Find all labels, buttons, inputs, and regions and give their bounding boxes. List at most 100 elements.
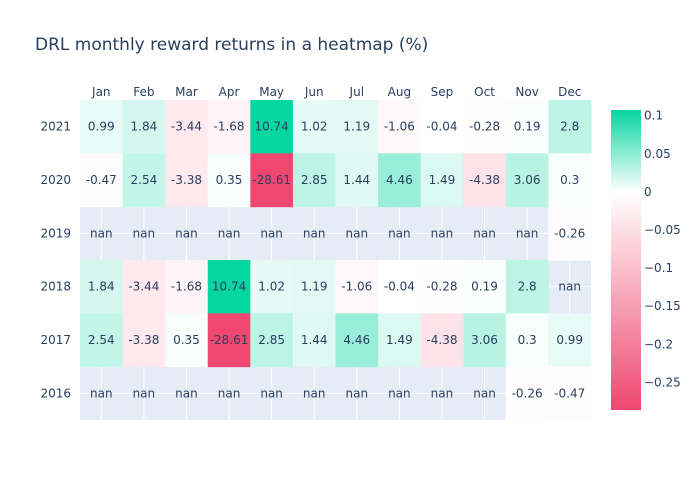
cell-value-label: 0.3 [518,333,537,347]
x-tick-label: Jun [304,85,324,99]
cell-value-label: nan [218,386,241,400]
heatmap-cell [165,260,209,314]
heatmap-cell [420,100,464,154]
heatmap-cell [335,100,379,154]
cell-value-label: -0.26 [512,386,543,400]
cell-value-label: nan [303,386,326,400]
y-axis: 2021 2020 2019 2018 2017 2016 [40,120,71,401]
cell-value-label: 2.85 [301,173,328,187]
x-axis: Jan Feb Mar Apr May Jun Jul Aug Sep Oct Nov Dec [91,85,581,99]
x-tick-label: Oct [474,85,495,99]
x-tick-label: Feb [133,85,154,99]
heatmap-cell [378,313,422,368]
cell-value-label: -1.68 [171,280,202,294]
heatmap-cell [548,206,592,261]
colorbar-tick-label: 0.1 [644,109,663,123]
colorbar-gradient [611,110,641,410]
cell-value-label: nan [558,280,581,294]
colorbar-tick-label: −0.25 [644,375,681,389]
heatmap-cell [463,260,507,314]
cell-value-label: 2.8 [518,280,537,294]
heatmap-cell [292,153,336,208]
heatmap-cell [378,153,422,208]
cell-value-label: -0.47 [554,386,585,400]
cell-value-label: nan [388,226,411,240]
x-tick-label: Dec [558,85,581,99]
cell-value-label: nan [175,386,198,400]
heatmap-cell [250,260,294,314]
cell-value-label: nan [303,226,326,240]
cell-value-label: nan [90,386,113,400]
heatmap-cell [463,153,507,208]
heatmap-cell [548,313,592,368]
cell-value-label: 1.44 [343,173,370,187]
cell-value-label: 0.19 [471,280,498,294]
heatmap-cell [420,313,464,368]
x-tick-label: Sep [431,85,454,99]
heatmap-cell [378,100,422,154]
heatmap-cell [165,313,209,368]
cell-value-label: -1.06 [384,120,415,134]
x-tick-label: May [259,85,284,99]
y-tick-label: 2020 [40,173,71,187]
heatmap-cell [505,153,549,208]
heatmap-cell [122,100,166,154]
cell-value-label: nan [346,386,369,400]
y-tick-label: 2017 [40,333,71,347]
x-tick-label: Nov [515,85,538,99]
cell-value-label: 0.35 [173,333,200,347]
heatmap-cell [505,366,549,421]
cell-value-label: 0.99 [556,333,583,347]
cell-value-label: -4.38 [469,173,500,187]
cell-value-label: -0.28 [426,280,457,294]
heatmap-cell [292,260,336,314]
colorbar-tick-label: 0.05 [644,147,671,161]
cell-value-label: 3.06 [514,173,541,187]
cell-value-label: nan [473,226,496,240]
heatmap-cell [463,313,507,368]
cell-value-label: -1.06 [341,280,372,294]
cell-value-label: 2.8 [560,120,579,134]
heatmap-cell [335,153,379,208]
cell-value-label: nan [90,226,113,240]
cell-value-label: 0.19 [514,120,541,134]
cell-value-label: 0.99 [88,120,115,134]
heatmap-cell [122,313,166,368]
cell-value-label: 1.19 [343,120,370,134]
cell-value-label: 3.06 [471,333,498,347]
x-tick-label: Jul [349,85,364,99]
heatmap-cell [292,313,336,368]
heatmap-cell [122,260,166,314]
x-tick-label: Aug [388,85,411,99]
x-tick-label: Mar [175,85,198,99]
heatmap-cell [250,100,294,154]
cell-value-label: -1.68 [214,120,245,134]
cell-value-label: nan [516,226,539,240]
cell-value-label: -28.61 [252,173,291,187]
heatmap-cell [378,260,422,314]
cell-value-label: nan [431,226,454,240]
heatmap-cell [335,260,379,314]
cell-value-label: nan [431,386,454,400]
heatmap-cell [292,100,336,154]
heatmap-cell [122,153,166,208]
cell-value-label: 0.3 [560,173,579,187]
cell-value-label: 4.46 [343,333,370,347]
cell-value-label: nan [175,226,198,240]
heatmap-cell [420,260,464,314]
cell-value-label: 10.74 [254,120,288,134]
heatmap-cell [505,100,549,154]
y-tick-label: 2021 [40,120,71,134]
cell-value-label: nan [260,386,283,400]
heatmap-cell [335,313,379,368]
colorbar-tick-label: −0.1 [644,261,673,275]
heatmap-cell [420,153,464,208]
cell-value-label: 0.35 [216,173,243,187]
cell-value-label: 1.02 [258,280,285,294]
cell-value-label: nan [388,386,411,400]
cell-value-label: nan [133,386,156,400]
heatmap-cell [207,100,251,154]
heatmap-cell [505,260,549,314]
heatmap-cell [207,313,251,368]
